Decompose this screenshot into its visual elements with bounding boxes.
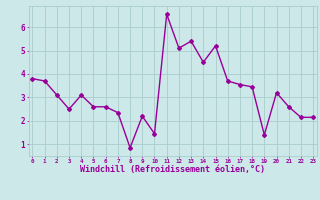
X-axis label: Windchill (Refroidissement éolien,°C): Windchill (Refroidissement éolien,°C) [80,165,265,174]
